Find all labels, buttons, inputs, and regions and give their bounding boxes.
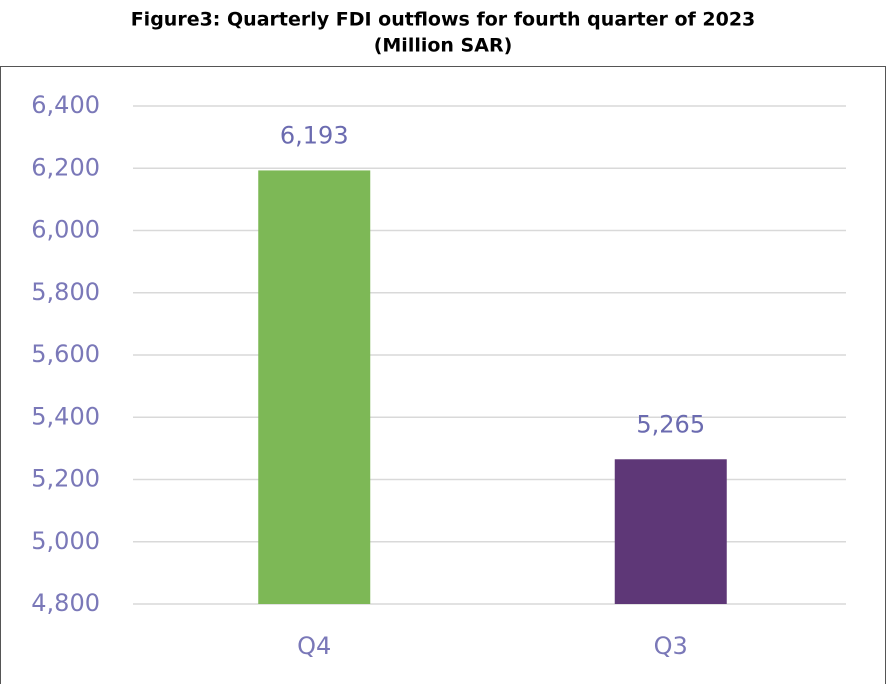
y-tick-label: 5,400 — [31, 402, 100, 430]
y-tick-label: 4,800 — [31, 589, 100, 617]
chart-title: Figure3: Quarterly FDI outflows for four… — [131, 9, 756, 31]
data-label: 6,193 — [280, 121, 349, 149]
data-label: 5,265 — [636, 410, 705, 438]
bar — [614, 459, 727, 604]
y-tick-label: 6,000 — [31, 216, 100, 244]
x-tick-label: Q3 — [654, 632, 688, 660]
y-tick-label: 6,400 — [31, 91, 100, 119]
y-tick-label: 5,200 — [31, 465, 100, 493]
y-tick-label: 5,800 — [31, 278, 100, 306]
y-tick-label: 5,600 — [31, 340, 100, 368]
y-tick-label: 5,000 — [31, 527, 100, 555]
y-tick-label: 6,200 — [31, 153, 100, 181]
x-tick-label: Q4 — [297, 632, 331, 660]
chart-border — [0, 66, 886, 684]
chart-subtitle: (Million SAR) — [374, 35, 513, 57]
bar — [258, 170, 371, 604]
